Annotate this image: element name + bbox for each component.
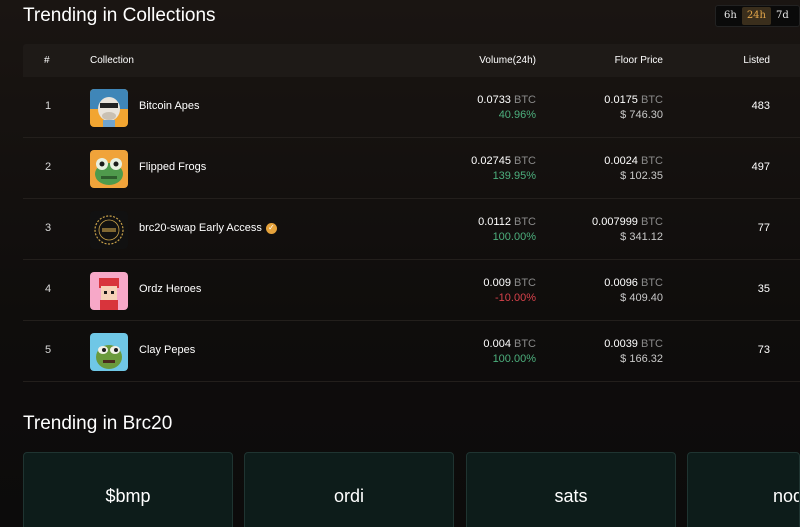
table-row[interactable]: 1 Bitcoin Apes 0.0733 BTC 40.96% 0.0175 … xyxy=(23,77,800,138)
floor-usd: $ 746.30 xyxy=(620,109,663,121)
floor-unit: BTC xyxy=(641,94,663,106)
brc20-ticker: $bmp xyxy=(105,486,151,506)
brc20-ticker: ordi xyxy=(333,486,364,506)
header-volume[interactable]: Volume(24h) xyxy=(479,55,536,66)
volume-value: 0.009 xyxy=(483,277,511,289)
floor-value: 0.0096 xyxy=(604,277,638,289)
volume-unit: BTC xyxy=(514,277,536,289)
verified-badge-icon: ✓ xyxy=(265,222,277,234)
volume-unit: BTC xyxy=(514,216,536,228)
volume-value: 0.004 xyxy=(483,338,511,350)
floor-usd: $ 102.35 xyxy=(620,170,663,182)
volume-value: 0.0112 xyxy=(478,216,511,228)
volume-cell: 0.004 BTC 100.00% xyxy=(483,337,536,367)
timeframe-7d-button[interactable]: 7d xyxy=(775,10,789,21)
listed-count: 483 xyxy=(751,100,770,112)
brc20-card[interactable]: $bmp xyxy=(23,452,233,527)
volume-change: 139.95% xyxy=(492,170,536,182)
floor-value: 0.0175 xyxy=(604,94,638,106)
volume-value: 0.02745 xyxy=(471,155,511,167)
brc20-ticker: sats xyxy=(554,486,588,506)
floor-usd: $ 409.40 xyxy=(620,292,663,304)
row-rank: 1 xyxy=(45,100,52,112)
table-row[interactable]: 2 Flipped Frogs 0.02745 BTC 139.95% 0.00… xyxy=(23,138,800,199)
volume-cell: 0.009 BTC -10.00% xyxy=(483,276,536,306)
floor-cell: 0.0096 BTC $ 409.40 xyxy=(604,276,663,306)
trending-collections-title: Trending in Collections xyxy=(23,5,216,26)
collection-name[interactable]: Ordz Heroes xyxy=(139,283,202,295)
floor-value: 0.0024 xyxy=(604,155,638,167)
brc20-card[interactable]: ordi xyxy=(244,452,454,527)
listed-count: 73 xyxy=(757,344,770,356)
row-rank: 3 xyxy=(45,222,52,234)
trending-brc20-title: Trending in Brc20 xyxy=(23,413,173,434)
volume-change: -10.00% xyxy=(495,292,536,304)
collection-name[interactable]: Bitcoin Apes xyxy=(139,100,200,112)
listed-count: 35 xyxy=(757,283,770,295)
brc20-card[interactable]: nod xyxy=(687,452,800,527)
volume-unit: BTC xyxy=(514,155,536,167)
header-listed[interactable]: Listed xyxy=(743,55,770,66)
ordz-hero-avatar-icon xyxy=(90,272,128,310)
volume-change: 100.00% xyxy=(492,353,536,365)
row-rank: 4 xyxy=(45,283,52,295)
floor-unit: BTC xyxy=(641,155,663,167)
volume-cell: 0.02745 BTC 139.95% xyxy=(471,154,536,184)
brc20-swap-badge-icon xyxy=(90,211,128,249)
listed-count: 497 xyxy=(751,161,770,173)
flipped-frog-avatar-icon xyxy=(90,150,128,188)
header-rank: # xyxy=(44,55,50,66)
volume-change: 40.96% xyxy=(498,109,536,121)
floor-unit: BTC xyxy=(641,216,663,228)
table-row[interactable]: 5 Clay Pepes 0.004 BTC 100.00% 0.0039 BT… xyxy=(23,321,800,382)
table-row[interactable]: 4 Ordz Heroes 0.009 BTC -10.00% 0.0096 B… xyxy=(23,260,800,321)
timeframe-24h-button[interactable]: 24h xyxy=(741,7,771,25)
volume-cell: 0.0733 BTC 40.96% xyxy=(477,93,536,123)
volume-value: 0.0733 xyxy=(477,94,511,106)
floor-value: 0.007999 xyxy=(592,216,638,228)
brc20-ticker: nod xyxy=(773,486,799,506)
collection-name[interactable]: Clay Pepes xyxy=(139,344,196,356)
listed-count: 77 xyxy=(757,222,770,234)
floor-usd: $ 166.32 xyxy=(620,353,663,365)
floor-cell: 0.0024 BTC $ 102.35 xyxy=(604,154,663,184)
row-rank: 2 xyxy=(45,161,52,173)
volume-change: 100.00% xyxy=(492,231,536,243)
volume-cell: 0.0112 BTC 100.00% xyxy=(478,215,536,245)
brc20-card[interactable]: sats xyxy=(466,452,676,527)
floor-cell: 0.0039 BTC $ 166.32 xyxy=(604,337,663,367)
timeframe-selector: 6h 24h 7d xyxy=(715,5,800,27)
header-floor-price[interactable]: Floor Price xyxy=(614,55,663,66)
timeframe-6h-button[interactable]: 6h xyxy=(724,10,737,21)
clay-pepe-avatar-icon xyxy=(90,333,128,371)
header-collection: Collection xyxy=(90,55,134,66)
collections-table-header: # Collection Volume(24h) Floor Price Lis… xyxy=(23,44,800,77)
floor-cell: 0.007999 BTC $ 341.12 xyxy=(592,215,663,245)
bitcoin-ape-avatar-icon xyxy=(90,89,128,127)
volume-unit: BTC xyxy=(514,338,536,350)
floor-value: 0.0039 xyxy=(604,338,638,350)
table-row[interactable]: 3 brc20-swap Early Access ✓ 0.0112 BTC 10… xyxy=(23,199,800,260)
floor-usd: $ 341.12 xyxy=(620,231,663,243)
volume-unit: BTC xyxy=(514,94,536,106)
brc20-card-row: $bmp ordi sats nod xyxy=(23,452,800,527)
floor-cell: 0.0175 BTC $ 746.30 xyxy=(604,93,663,123)
collection-name[interactable]: Flipped Frogs xyxy=(139,161,207,173)
collection-name[interactable]: brc20-swap Early Access ✓ xyxy=(139,222,277,234)
floor-unit: BTC xyxy=(641,338,663,350)
row-rank: 5 xyxy=(45,344,52,356)
floor-unit: BTC xyxy=(641,277,663,289)
